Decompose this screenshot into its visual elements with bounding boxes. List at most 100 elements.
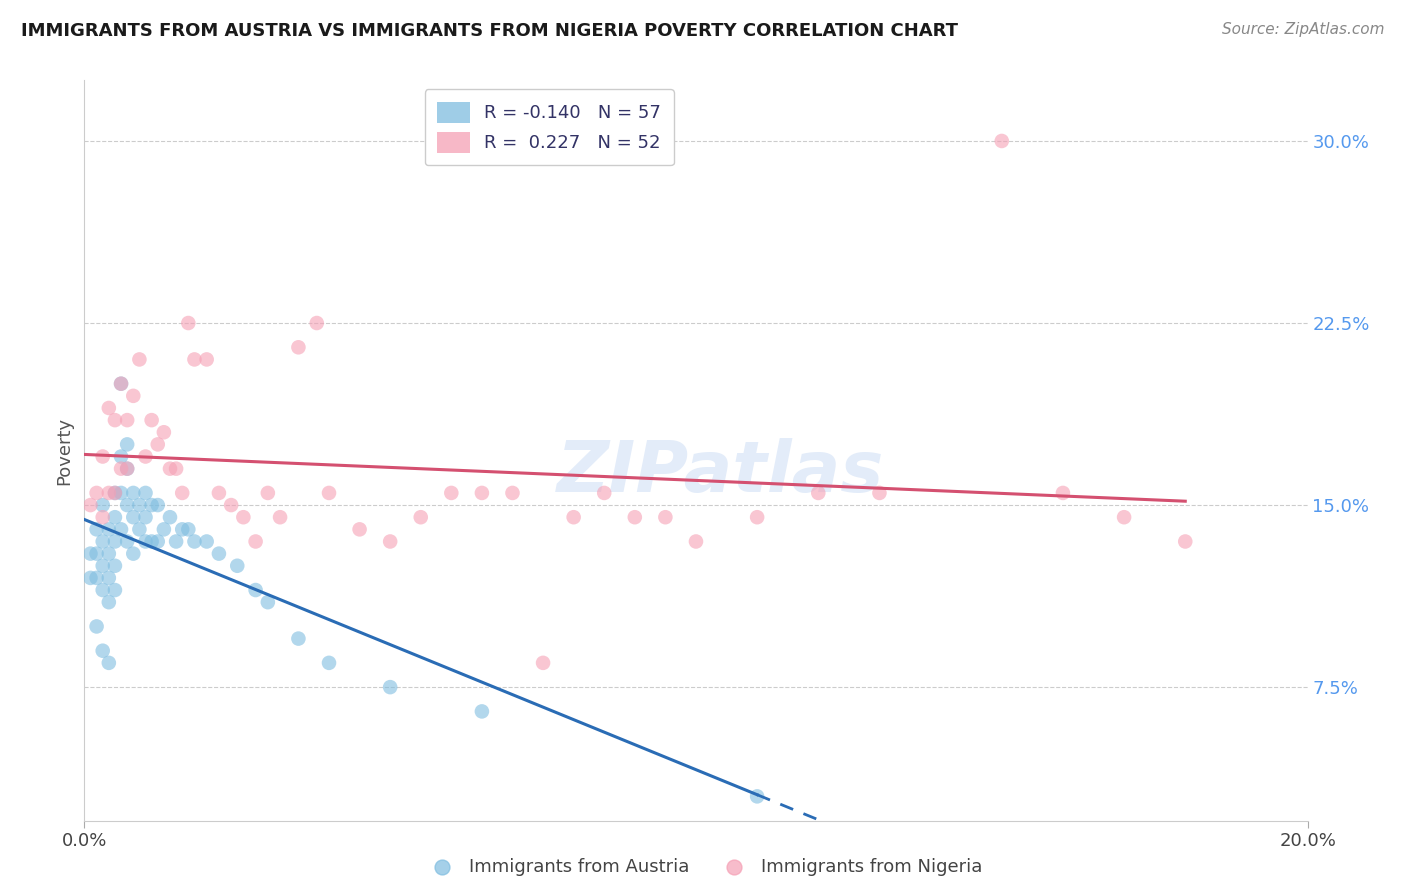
Point: [91, 558, 114, 573]
Point: [104, 486, 127, 500]
Point: [146, 498, 169, 512]
Point: [91, 582, 114, 597]
Point: [91, 498, 114, 512]
Point: [141, 413, 163, 427]
Point: [380, 680, 402, 694]
Point: [685, 534, 707, 549]
Point: [172, 522, 194, 536]
Point: [97, 401, 120, 415]
Point: [79, 547, 101, 561]
Point: [91, 510, 114, 524]
Point: [195, 352, 218, 367]
Point: [110, 486, 132, 500]
Point: [128, 522, 150, 536]
Point: [122, 389, 145, 403]
Point: [807, 486, 830, 500]
Point: [219, 498, 242, 512]
Point: [226, 558, 249, 573]
Point: [1174, 534, 1197, 549]
Point: [110, 376, 132, 391]
Point: [122, 486, 145, 500]
Point: [115, 461, 138, 475]
Point: [115, 461, 138, 475]
Point: [86, 522, 108, 536]
Point: [305, 316, 328, 330]
Point: [122, 510, 145, 524]
Point: [86, 571, 108, 585]
Text: ZIPatlas: ZIPatlas: [557, 438, 884, 508]
Point: [115, 498, 138, 512]
Point: [128, 352, 150, 367]
Point: [349, 522, 371, 536]
Point: [110, 450, 132, 464]
Point: [91, 450, 114, 464]
Point: [104, 413, 127, 427]
Point: [141, 498, 163, 512]
Point: [593, 486, 616, 500]
Point: [471, 486, 494, 500]
Point: [624, 510, 647, 524]
Point: [122, 547, 145, 561]
Point: [245, 534, 267, 549]
Point: [110, 376, 132, 391]
Point: [110, 461, 132, 475]
Point: [115, 534, 138, 549]
Point: [232, 510, 254, 524]
Point: [287, 340, 309, 354]
Point: [869, 486, 891, 500]
Point: [318, 656, 340, 670]
Point: [146, 534, 169, 549]
Point: [104, 510, 127, 524]
Point: [104, 486, 127, 500]
Point: [409, 510, 432, 524]
Point: [177, 522, 200, 536]
Legend: R = -0.140   N = 57, R =  0.227   N = 52: R = -0.140 N = 57, R = 0.227 N = 52: [425, 89, 673, 165]
Point: [153, 522, 176, 536]
Point: [654, 510, 676, 524]
Point: [104, 534, 127, 549]
Point: [1114, 510, 1136, 524]
Point: [86, 619, 108, 633]
Point: [146, 437, 169, 451]
Point: [183, 352, 205, 367]
Point: [135, 450, 157, 464]
Point: [97, 656, 120, 670]
Point: [97, 522, 120, 536]
Point: [97, 547, 120, 561]
Point: [380, 534, 402, 549]
Point: [135, 486, 157, 500]
Point: [471, 705, 494, 719]
Point: [159, 461, 181, 475]
Point: [104, 582, 127, 597]
Point: [287, 632, 309, 646]
Legend: Immigrants from Austria, Immigrants from Nigeria: Immigrants from Austria, Immigrants from…: [416, 851, 990, 883]
Point: [183, 534, 205, 549]
Point: [257, 486, 280, 500]
Text: IMMIGRANTS FROM AUSTRIA VS IMMIGRANTS FROM NIGERIA POVERTY CORRELATION CHART: IMMIGRANTS FROM AUSTRIA VS IMMIGRANTS FR…: [21, 22, 957, 40]
Point: [159, 510, 181, 524]
Point: [531, 656, 554, 670]
Point: [562, 510, 585, 524]
Point: [269, 510, 291, 524]
Point: [747, 510, 769, 524]
Point: [86, 547, 108, 561]
Point: [208, 486, 231, 500]
Point: [86, 486, 108, 500]
Point: [79, 571, 101, 585]
Point: [153, 425, 176, 440]
Point: [991, 134, 1014, 148]
Point: [1052, 486, 1074, 500]
Point: [110, 522, 132, 536]
Point: [208, 547, 231, 561]
Point: [97, 486, 120, 500]
Point: [91, 644, 114, 658]
Point: [97, 571, 120, 585]
Point: [91, 534, 114, 549]
Point: [440, 486, 463, 500]
Point: [747, 789, 769, 804]
Point: [135, 534, 157, 549]
Point: [165, 461, 187, 475]
Point: [115, 413, 138, 427]
Point: [79, 498, 101, 512]
Point: [245, 582, 267, 597]
